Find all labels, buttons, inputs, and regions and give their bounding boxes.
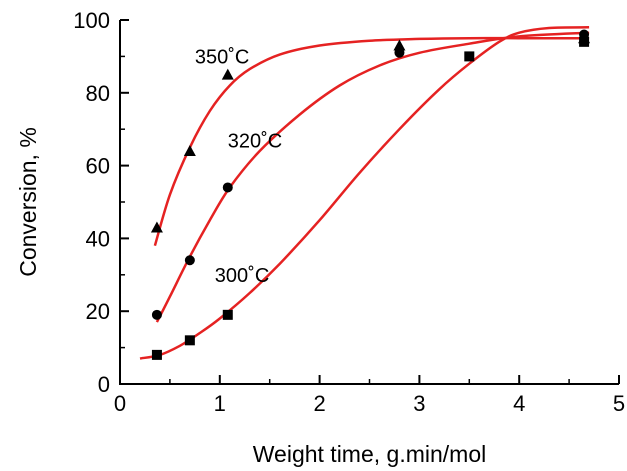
circle-point [394, 47, 405, 58]
y-tick-label: 100 [73, 8, 110, 33]
square-point [579, 36, 590, 47]
y-tick-label: 0 [98, 372, 110, 397]
triangle-point [393, 39, 406, 51]
x-tick-label: 2 [313, 391, 325, 416]
circle-point [184, 255, 195, 266]
y-tick-label: 80 [86, 81, 110, 106]
series-annotations: 350˚C 320˚C 300˚C [195, 47, 282, 287]
x-axis-title: Weight time, g.min/mol [253, 441, 486, 467]
square-point [184, 335, 195, 346]
square-point [222, 309, 233, 320]
series-label-square: 300˚C [215, 265, 269, 287]
data-markers [150, 29, 591, 360]
y-tick-label: 40 [86, 226, 110, 251]
triangle-point [221, 68, 234, 80]
series-label-triangle: 350˚C [195, 47, 249, 69]
x-tick-label: 5 [613, 391, 625, 416]
circle-point [151, 309, 162, 320]
x-tick-label: 1 [214, 391, 226, 416]
y-tick-label: 60 [86, 154, 110, 179]
fit-line-square [139, 26, 590, 360]
fit-lines [139, 26, 590, 360]
series-label-circle: 320˚C [228, 130, 282, 152]
y-tick-label: 20 [86, 299, 110, 324]
x-tick-label: 0 [114, 391, 126, 416]
circle-point [222, 182, 233, 193]
square-point [464, 51, 475, 62]
x-tick-label: 4 [513, 391, 525, 416]
triangle-point [150, 221, 163, 233]
y-axis-title: Conversion, % [15, 127, 41, 277]
square-point [151, 349, 162, 360]
axes: 0 1 2 3 4 5 0 20 40 60 80 100 [73, 8, 625, 416]
triangle-point [183, 145, 196, 157]
x-tick-label: 3 [413, 391, 425, 416]
